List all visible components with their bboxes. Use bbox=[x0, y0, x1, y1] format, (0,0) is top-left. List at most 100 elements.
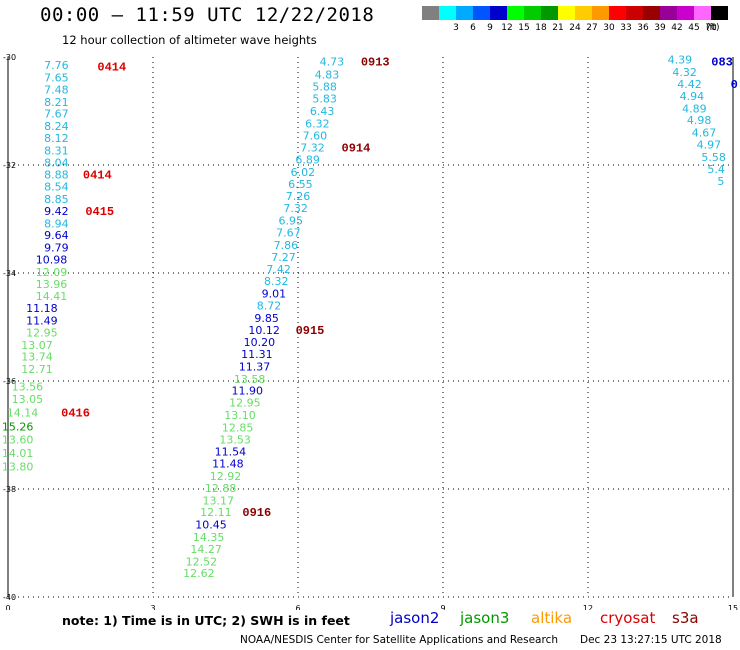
wave-height-value: 8.24 bbox=[44, 120, 69, 133]
scale-swatch bbox=[677, 6, 694, 20]
wave-height-value: 11.54 bbox=[215, 446, 247, 459]
scale-unit: (ft) bbox=[706, 23, 720, 33]
legend-entry-cryosat: cryosat bbox=[600, 609, 656, 627]
wave-height-value: 7.86 bbox=[274, 239, 299, 252]
wave-height-value: 7.76 bbox=[44, 59, 69, 72]
wave-height-value: 5.83 bbox=[312, 93, 337, 106]
wave-height-value: 15.26 bbox=[2, 420, 34, 433]
wave-height-value: 12.52 bbox=[186, 555, 218, 568]
wave-height-value: 14.27 bbox=[190, 543, 222, 556]
wave-height-value: 4.94 bbox=[680, 90, 705, 103]
wave-height-value: 11.49 bbox=[26, 315, 58, 328]
scale-swatch bbox=[541, 6, 558, 20]
pass-time-label: 0414 bbox=[83, 169, 112, 183]
wave-height-value: 13.58 bbox=[234, 373, 266, 386]
scale-label: 42 bbox=[671, 23, 683, 33]
scale-swatch bbox=[422, 6, 439, 20]
wave-height-value: 14.01 bbox=[2, 447, 34, 460]
wave-height-value: 11.48 bbox=[212, 458, 244, 471]
lat-tick-label: -34 bbox=[3, 269, 16, 278]
wave-height-value: 8.31 bbox=[44, 144, 69, 157]
wave-height-value: 10.20 bbox=[244, 336, 276, 349]
wave-height-value: 10.98 bbox=[36, 254, 68, 267]
wave-height-value: 8.21 bbox=[44, 96, 69, 109]
scale-label: 9 bbox=[487, 23, 493, 33]
lat-tick-label: -30 bbox=[3, 53, 16, 62]
wave-height-value: 6.55 bbox=[288, 178, 313, 191]
wave-height-value: 13.05 bbox=[12, 393, 44, 406]
lat-tick-label: -40 bbox=[3, 593, 16, 602]
scale-label: 33 bbox=[620, 23, 632, 33]
wave-height-value: 4.97 bbox=[697, 138, 722, 151]
scale-label: 30 bbox=[603, 23, 615, 33]
wave-height-value: 8.85 bbox=[44, 193, 69, 206]
wave-height-value: 4.73 bbox=[320, 55, 345, 68]
altimeter-map: 0 3 6 9 12 15-30-32-34-36-38-407.767.657.488.… bbox=[2, 53, 738, 610]
legend-entry-s3a: s3a bbox=[672, 609, 699, 627]
wave-height-value: 5.58 bbox=[701, 151, 726, 164]
scale-label: 24 bbox=[569, 23, 581, 33]
wave-height-value: 11.31 bbox=[241, 348, 273, 361]
wave-height-value: 13.96 bbox=[36, 278, 68, 291]
footnote: note: 1) Time is in UTC; 2) SWH is in fe… bbox=[62, 613, 350, 628]
wave-height-value: 7.32 bbox=[283, 202, 308, 215]
scale-swatch bbox=[575, 6, 592, 20]
wave-height-value: 4.32 bbox=[672, 66, 697, 79]
scale-swatch bbox=[643, 6, 660, 20]
wave-height-value: 6.43 bbox=[310, 105, 335, 118]
chart-title: 00:00 – 11:59 UTC 12/22/2018 bbox=[40, 4, 375, 26]
legend-entry-altika: altika bbox=[531, 609, 573, 627]
scale-label: 18 bbox=[535, 23, 547, 33]
wave-height-value: 13.07 bbox=[21, 339, 53, 352]
wave-height-value: 6.95 bbox=[279, 215, 304, 228]
wave-height-value: 7.27 bbox=[271, 251, 296, 264]
wave-height-value: 12.85 bbox=[222, 421, 254, 434]
scale-swatch bbox=[439, 6, 456, 20]
wave-height-value: 14.35 bbox=[193, 531, 225, 544]
scale-swatch bbox=[507, 6, 524, 20]
wave-height-value: 8.12 bbox=[44, 132, 69, 145]
wave-height-value: 8.04 bbox=[44, 156, 69, 169]
wave-height-value: 12.62 bbox=[183, 567, 215, 580]
scale-swatch bbox=[524, 6, 541, 20]
scale-label: 15 bbox=[518, 23, 530, 33]
credit-line: NOAA/NESDIS Center for Satellite Applica… bbox=[240, 634, 558, 646]
wave-height-value: 4.89 bbox=[682, 102, 707, 115]
wave-height-value: 5.4 bbox=[707, 163, 725, 176]
scale-label: 70 bbox=[705, 23, 717, 33]
wave-height-value: 9.64 bbox=[44, 229, 69, 242]
wave-height-value: 11.37 bbox=[239, 360, 271, 373]
wave-height-value: 7.26 bbox=[286, 190, 311, 203]
lon-tick-label: 6 bbox=[295, 604, 300, 610]
wave-height-value: 12.71 bbox=[21, 363, 53, 376]
pass-time-label: 0916 bbox=[242, 506, 271, 520]
lat-tick-label: -38 bbox=[3, 485, 16, 494]
wave-height-value: 5.88 bbox=[312, 81, 337, 94]
scale-label: 36 bbox=[637, 23, 649, 33]
wave-height-value: 13.56 bbox=[12, 380, 44, 393]
wave-height-value: 7.42 bbox=[266, 263, 291, 276]
wave-height-value: 8.88 bbox=[44, 169, 69, 182]
wave-height-value: 9.79 bbox=[44, 242, 69, 255]
wave-height-value: 6.89 bbox=[295, 154, 320, 167]
wave-height-value: 12.95 bbox=[229, 397, 261, 410]
wave-height-value: 12.09 bbox=[36, 266, 68, 279]
scale-swatch bbox=[490, 6, 507, 20]
wave-height-value: 10.45 bbox=[195, 519, 227, 532]
lat-tick-label: -32 bbox=[3, 161, 16, 170]
wave-height-value: 4.83 bbox=[315, 68, 340, 81]
wave-height-value: 12.11 bbox=[200, 506, 232, 519]
wave-height-value: 9.42 bbox=[44, 205, 69, 218]
generated-timestamp: Dec 23 13:27:15 UTC 2018 bbox=[580, 634, 722, 646]
scale-swatch bbox=[626, 6, 643, 20]
pass-time-label: 0416 bbox=[61, 406, 90, 420]
wave-height-value: 7.67 bbox=[44, 108, 69, 121]
scale-swatch bbox=[473, 6, 490, 20]
wave-height-value: 10.12 bbox=[248, 324, 280, 337]
wave-height-value: 13.60 bbox=[2, 433, 34, 446]
pass-time-label: 0414 bbox=[97, 61, 126, 75]
wave-height-value: 5 bbox=[717, 175, 724, 188]
wave-height-value: 12.95 bbox=[26, 326, 58, 339]
wave-height-value: 14.41 bbox=[36, 290, 68, 303]
wave-height-value: 8.72 bbox=[257, 299, 282, 312]
